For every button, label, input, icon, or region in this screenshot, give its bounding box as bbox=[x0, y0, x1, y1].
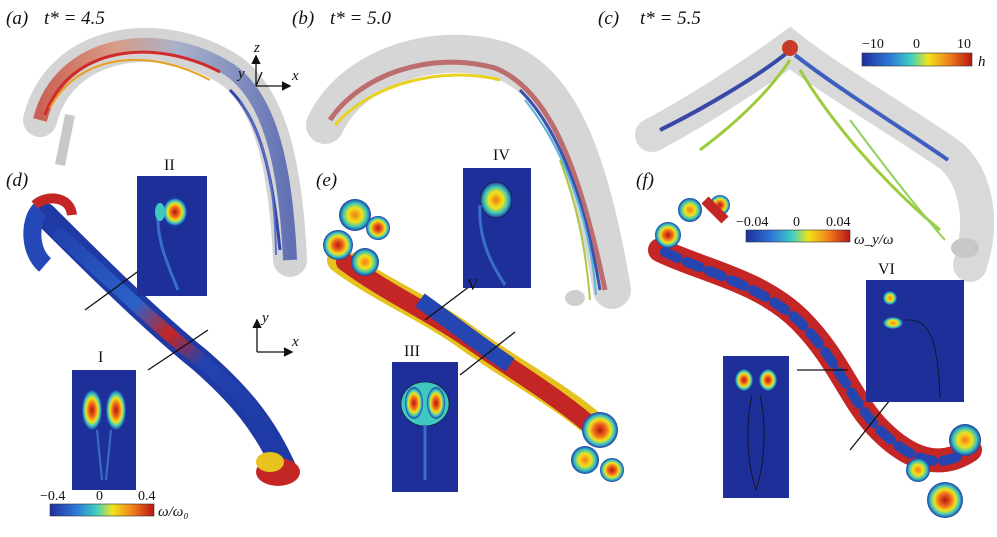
panel-b-label: (b) t* = 5.0 bbox=[292, 8, 391, 29]
inset-f-pair bbox=[723, 356, 789, 498]
axis-x-label: x bbox=[291, 68, 299, 84]
inset-i-label: I bbox=[98, 349, 103, 366]
panel-a-tube bbox=[23, 27, 307, 277]
colorbar-wy-label: ω_y/ω bbox=[854, 232, 894, 248]
colorbar-wy-min: −0.04 bbox=[736, 215, 768, 230]
panel-f-vortex bbox=[648, 195, 982, 518]
inset-iv bbox=[463, 168, 531, 288]
colorbar-wy-mid: 0 bbox=[793, 215, 800, 230]
panel-a-time: t* = 4.5 bbox=[44, 8, 105, 29]
inset-iv-label: IV bbox=[493, 147, 510, 164]
panel-f-tag: (f) bbox=[636, 170, 654, 191]
colorbar-w0-min: −0.4 bbox=[40, 489, 65, 504]
axis-triad-2d bbox=[252, 318, 294, 357]
colorbar-h: −10 0 10 h bbox=[861, 37, 986, 70]
colorbar-h-mid: 0 bbox=[913, 37, 920, 52]
inset-vi bbox=[866, 280, 964, 402]
colorbar-h-max: 10 bbox=[957, 37, 971, 52]
panel-a-tag: (a) bbox=[6, 8, 28, 29]
panel-c-tag: (c) bbox=[598, 8, 619, 29]
inset-iii-label: III bbox=[404, 343, 420, 360]
inset-ii bbox=[137, 176, 207, 296]
colorbar-wy-max: 0.04 bbox=[826, 215, 851, 230]
panel-c-label: (c) t* = 5.5 bbox=[598, 8, 701, 29]
colorbar-w0-mid: 0 bbox=[96, 489, 103, 504]
panel-d-cuts bbox=[84, 269, 209, 371]
axis-z-label: z bbox=[253, 40, 260, 56]
panel-e-tag: (e) bbox=[316, 170, 337, 191]
panel-b-tag: (b) bbox=[292, 8, 314, 29]
axis2d-x-label: x bbox=[291, 334, 299, 350]
inset-iii bbox=[392, 362, 458, 492]
panel-b-tube bbox=[306, 34, 631, 309]
panel-d-tag: (d) bbox=[6, 170, 28, 191]
colorbar-w0-max: 0.4 bbox=[138, 489, 156, 504]
inset-ii-label: II bbox=[164, 157, 175, 174]
colorbar-w0-label: ω/ω₀ bbox=[158, 504, 189, 520]
axis-y-label: y bbox=[236, 66, 245, 82]
panel-a-label: (a) t* = 4.5 bbox=[6, 8, 105, 29]
panel-f-cuts bbox=[797, 369, 891, 451]
colorbar-h-min: −10 bbox=[862, 37, 884, 52]
axis2d-y-label: y bbox=[260, 310, 269, 326]
colorbar-h-label: h bbox=[978, 54, 986, 70]
panel-c-tube bbox=[635, 26, 995, 282]
inset-vi-label: VI bbox=[878, 261, 895, 278]
panel-e-vortex bbox=[323, 199, 624, 482]
panel-c-time: t* = 5.5 bbox=[640, 8, 701, 29]
colorbar-w0: −0.4 0 0.4 ω/ω₀ bbox=[40, 489, 189, 520]
inset-i bbox=[72, 370, 136, 490]
colorbar-wy: −0.04 0 0.04 ω_y/ω bbox=[736, 215, 894, 248]
panel-b-time: t* = 5.0 bbox=[330, 8, 391, 29]
cut-v-label: V bbox=[467, 277, 479, 294]
axis-triad-3d bbox=[251, 54, 292, 91]
panel-d-vortex bbox=[23, 193, 300, 486]
